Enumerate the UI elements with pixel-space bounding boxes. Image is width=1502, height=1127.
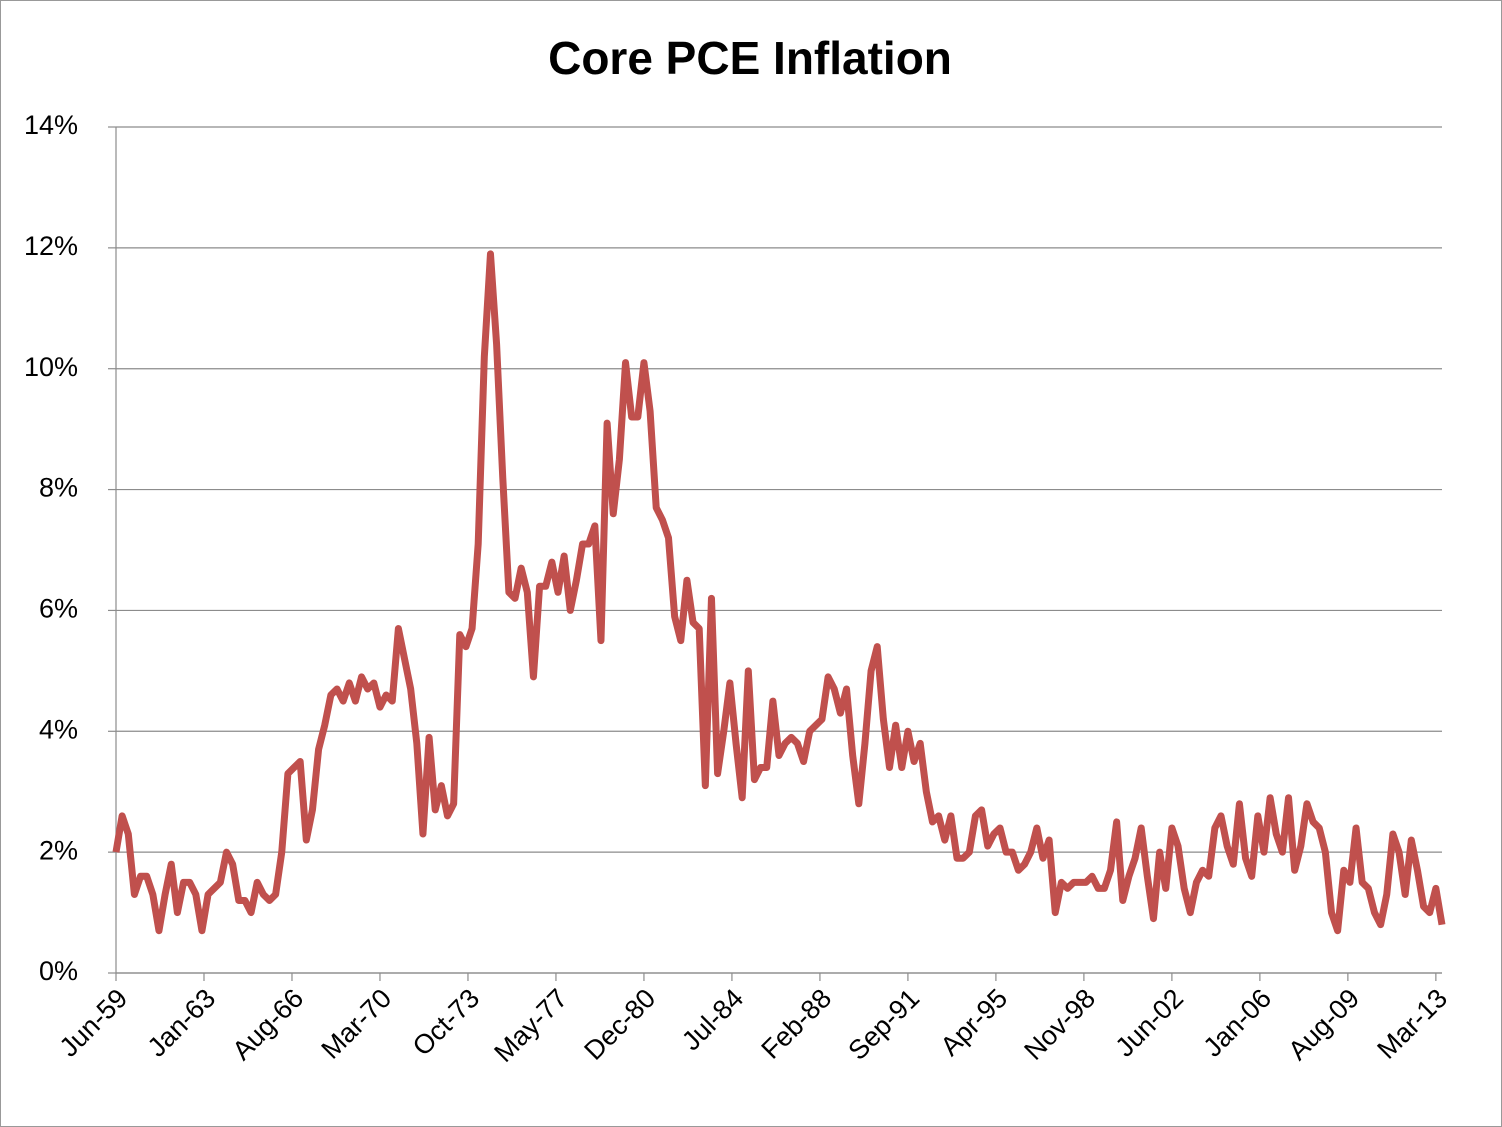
y-tick-label: 10% bbox=[24, 352, 78, 382]
y-tick-label: 2% bbox=[39, 835, 78, 865]
data-line bbox=[112, 250, 1446, 935]
y-tick-label: 12% bbox=[24, 231, 78, 261]
chart-title: Core PCE Inflation bbox=[548, 32, 952, 84]
y-tick-label: 14% bbox=[24, 110, 78, 140]
y-tick-label: 0% bbox=[39, 956, 78, 986]
y-tick-label: 6% bbox=[39, 594, 78, 624]
y-tick-label: 8% bbox=[39, 473, 78, 503]
y-tick-label: 4% bbox=[39, 714, 78, 744]
